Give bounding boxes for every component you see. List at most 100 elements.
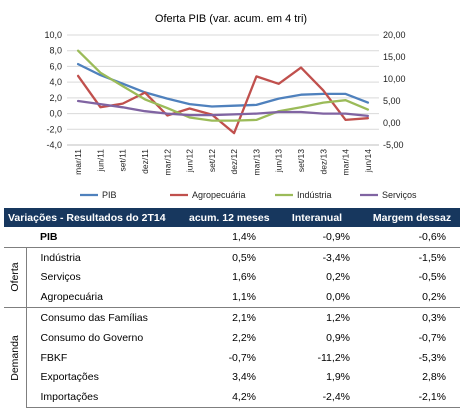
header-variacoes: Variações - Resultados do 2T14 [4, 208, 186, 227]
table-row: Agropecuária 1,1% 0,0% 0,2% [4, 287, 460, 307]
y-axis-right: -5,00 0,00 5,00 10,00 15,00 20,00 [383, 30, 406, 150]
cell-interanual: -3,4% [270, 246, 364, 268]
cell-interanual: -2,4% [270, 387, 364, 409]
cell-pib-acum: 1,4% [232, 230, 256, 243]
cell-pib-margem: -0,6% [418, 230, 446, 243]
x-tick-label: jun/13 [274, 149, 284, 173]
row-label: FBKF [40, 351, 68, 364]
y-tick-right: 10,00 [383, 74, 406, 84]
cell-interanual: 1,2% [270, 307, 364, 328]
y-tick-left: 6,0 [49, 61, 62, 71]
row-label: Consumo do Governo [40, 331, 144, 344]
legend-label: Serviços [382, 190, 417, 200]
row-label-pib: PIB [40, 230, 58, 243]
x-tick-label: jun/11 [95, 149, 105, 173]
x-axis: mar/11 jun/11 set/11 dez/11 mar/12 jun/12 set/… [67, 144, 379, 176]
row-label: Importações [26, 387, 186, 409]
x-tick-label: mar/13 [251, 149, 261, 176]
y-tick-left: 0,0 [49, 109, 62, 119]
x-tick-label: set/11 [118, 149, 128, 172]
x-tick-label: dez/13 [318, 149, 328, 175]
table-row: Demanda Consumo das Famílias 2,1% 1,2% 0… [4, 307, 460, 408]
x-tick-label: jun/12 [185, 149, 195, 173]
y-tick-left: 8,0 [49, 46, 62, 56]
series-line-agropecuria [76, 66, 370, 135]
chart-title: Oferta PIB (var. acum. em 4 tri) [155, 13, 307, 25]
x-tick-label: mar/12 [162, 149, 172, 176]
series-line-servios [76, 99, 370, 118]
y-tick-left: 2,0 [49, 93, 62, 103]
row-label: Serviços [40, 271, 81, 284]
series-line-pib [76, 62, 370, 108]
cell-margem: -0,5% [418, 271, 446, 284]
cell-acum: 4,2% [186, 387, 270, 409]
y-tick-right: -5,00 [383, 140, 404, 150]
table-row: Exportações 3,4% 1,9% 2,8% [4, 368, 460, 388]
y-axis-left: -4,0 -2,0 0,0 2,0 4,0 6,0 8,0 10,0 [44, 30, 62, 150]
row-label: Indústria [26, 246, 186, 268]
results-table-wrap: Variações - Resultados do 2T14 acum. 12 … [4, 208, 460, 409]
legend-label: Agropecuária [192, 190, 246, 200]
row-label: Exportações [40, 371, 99, 384]
cell-margem: -0,7% [418, 331, 446, 344]
cell-margem: 0,3% [364, 307, 460, 328]
legend-label: PIB [102, 190, 117, 200]
cell-margem: -5,3% [418, 351, 446, 364]
oferta-pib-chart: Oferta PIB (var. acum. em 4 tri) -4,0 -2,… [44, 13, 417, 200]
header-margem-dessaz: Margem dessaz [364, 208, 460, 227]
table-header-row: Variações - Resultados do 2T14 acum. 12 … [4, 208, 460, 227]
row-label: Consumo das Famílias [26, 307, 186, 328]
series-line-indstria [76, 49, 370, 122]
cell-pib-interanual: -0,9% [322, 230, 350, 243]
legend-label: Indústria [297, 190, 332, 200]
table-row: Importações 4,2% -2,4% -2,1% [4, 387, 460, 409]
results-table: Variações - Resultados do 2T14 acum. 12 … [4, 208, 460, 409]
cell-margem: -1,5% [364, 246, 460, 268]
x-tick-label: mar/11 [73, 149, 83, 175]
y-tick-left: 4,0 [49, 77, 62, 87]
cell-interanual: 0,9% [326, 331, 350, 344]
table-row: Oferta Indústria 0,5% -3,4% -1,5% [4, 246, 460, 308]
header-interanual: Interanual [270, 208, 364, 227]
y-tick-left: -4,0 [46, 140, 62, 150]
group-label-demanda: Demanda [4, 307, 27, 408]
x-tick-label: dez/12 [229, 149, 239, 175]
series-lines [76, 49, 370, 135]
table-row-pib: PIB 1,4% -0,9% -0,6% [4, 227, 460, 247]
chart-legend: PIB Agropecuária Indústria Serviços [80, 190, 417, 200]
cell-interanual: -11,2% [317, 351, 351, 364]
cell-acum: -0,7% [228, 351, 256, 364]
y-tick-right: 0,00 [383, 118, 401, 128]
y-tick-right: 15,00 [383, 52, 406, 62]
x-tick-label: set/13 [296, 149, 306, 172]
header-acum-12-meses: acum. 12 meses [186, 208, 270, 227]
x-tick-label: jun/14 [363, 149, 373, 173]
cell-interanual: 1,9% [326, 371, 350, 384]
x-tick-label: mar/14 [341, 149, 351, 176]
cell-margem: -2,1% [364, 387, 460, 409]
chart-gridlines [67, 34, 379, 146]
table-cell-blank [4, 227, 26, 247]
cell-margem: 2,8% [422, 371, 446, 384]
cell-acum: 1,1% [232, 291, 256, 304]
y-tick-right: 20,00 [383, 30, 406, 40]
table-row: FBKF -0,7% -11,2% -5,3% [4, 348, 460, 368]
row-label: Agropecuária [40, 291, 103, 304]
y-tick-left: 10,0 [44, 30, 62, 40]
group-label-oferta: Oferta [4, 246, 27, 308]
cell-acum: 2,1% [186, 307, 270, 328]
table-row: Consumo do Governo 2,2% 0,9% -0,7% [4, 328, 460, 348]
cell-margem: 0,2% [422, 291, 446, 304]
cell-acum: 3,4% [232, 371, 256, 384]
y-tick-right: 5,00 [383, 96, 401, 106]
group-label-text: Demanda [8, 335, 21, 381]
cell-interanual: 0,2% [326, 271, 350, 284]
x-tick-label: set/12 [207, 149, 217, 172]
cell-acum: 2,2% [232, 331, 256, 344]
y-tick-left: -2,0 [46, 124, 62, 134]
cell-interanual: 0,0% [326, 291, 350, 304]
x-tick-label: dez/11 [140, 149, 150, 174]
table-row: Serviços 1,6% 0,2% -0,5% [4, 268, 460, 288]
cell-acum: 1,6% [232, 271, 256, 284]
cell-acum: 0,5% [186, 246, 270, 268]
